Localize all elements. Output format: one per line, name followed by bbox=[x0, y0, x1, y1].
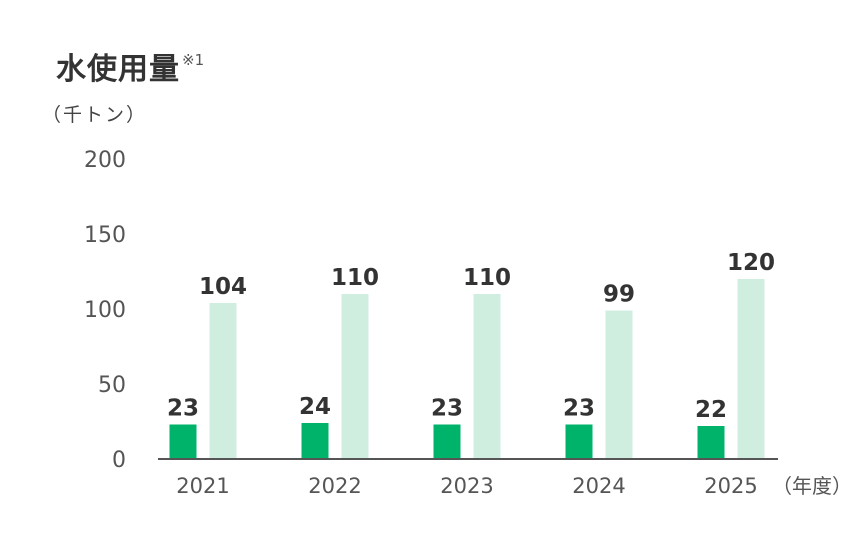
data-label-series-2: 110 bbox=[463, 265, 511, 291]
y-tick-label: 50 bbox=[98, 373, 126, 398]
y-tick-label: 200 bbox=[84, 148, 126, 173]
x-axis-unit-label: （年度） bbox=[772, 474, 852, 498]
chart-title: 水使用量 ※1 bbox=[56, 44, 204, 88]
data-label-series-1: 22 bbox=[695, 397, 727, 423]
y-tick-label: 0 bbox=[112, 448, 126, 473]
bar-series-1 bbox=[301, 423, 329, 459]
data-label-series-2: 99 bbox=[603, 282, 635, 308]
data-label-series-2: 120 bbox=[727, 250, 775, 276]
bar-series-2 bbox=[209, 303, 237, 459]
data-label-series-1: 23 bbox=[563, 396, 595, 422]
data-label-series-1: 24 bbox=[299, 394, 331, 420]
bar-series-2 bbox=[473, 294, 501, 459]
data-label-series-1: 23 bbox=[167, 396, 199, 422]
bar-series-2 bbox=[605, 310, 633, 459]
bar-series-1 bbox=[697, 426, 725, 459]
bar-series-1 bbox=[565, 424, 593, 459]
x-tick-label: 2025 bbox=[704, 474, 757, 498]
x-tick-label: 2022 bbox=[308, 474, 361, 498]
bar-series-2 bbox=[737, 279, 765, 459]
y-tick-label: 100 bbox=[84, 298, 126, 323]
bar-series-1 bbox=[169, 424, 197, 459]
data-label-series-2: 110 bbox=[331, 265, 379, 291]
bar-series-1 bbox=[433, 424, 461, 459]
data-label-series-2: 104 bbox=[199, 274, 247, 300]
y-axis-unit-label: （千トン） bbox=[42, 104, 148, 126]
chart-title-text: 水使用量 bbox=[56, 52, 180, 87]
x-tick-label: 2023 bbox=[440, 474, 493, 498]
data-label-series-1: 23 bbox=[431, 396, 463, 422]
x-tick-label: 2024 bbox=[572, 474, 625, 498]
x-tick-label: 2021 bbox=[176, 474, 229, 498]
footnote-marker: ※1 bbox=[182, 51, 205, 69]
y-tick-label: 150 bbox=[84, 223, 126, 248]
bar-series-2 bbox=[341, 294, 369, 459]
